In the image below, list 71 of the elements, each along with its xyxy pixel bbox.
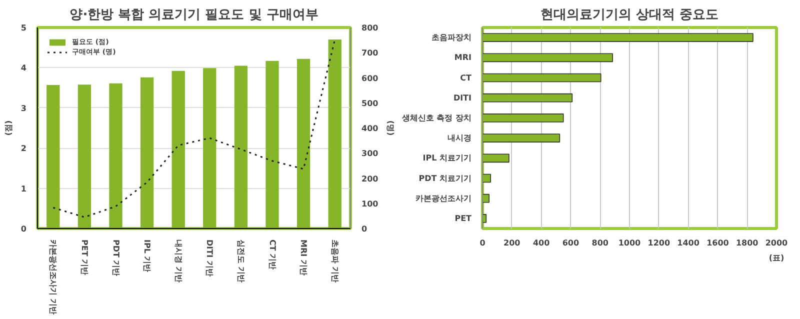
bar: [482, 73, 602, 82]
x-tick-label: 1800: [736, 238, 759, 248]
y-tick-label: 3: [20, 104, 27, 113]
x-tick-label: 초음파 기반: [330, 240, 340, 282]
x-tick-label: 카본광선조사기 기반: [48, 240, 58, 314]
x-axis-title: (표): [768, 254, 784, 262]
y2-tick-label: 200: [362, 174, 379, 184]
bar: [172, 70, 185, 228]
x-tick-label: DITI 기반: [205, 240, 214, 276]
bar: [482, 174, 491, 183]
x-tick-label: 2000: [765, 238, 788, 248]
y-tick-label: 4: [20, 64, 27, 73]
bar: [482, 154, 510, 163]
x-tick-label: 200: [504, 238, 521, 248]
x-tick-label: 0: [480, 238, 486, 248]
y-tick-label: PDT 치료기기: [418, 174, 472, 183]
y-tick-label: PET: [454, 214, 472, 223]
y-tick-label: DITI: [453, 93, 472, 102]
y-tick-label: 초음파장치: [432, 33, 472, 42]
bar: [266, 60, 279, 228]
bar: [482, 33, 754, 42]
x-tick-label: 1400: [677, 238, 700, 248]
x-tick-label: 1200: [648, 238, 670, 248]
y2-tick-label: 100: [362, 199, 379, 208]
x-tick-label: MRI 기반: [299, 240, 308, 276]
y2-tick-label: 0: [362, 224, 368, 234]
bar: [482, 194, 490, 203]
bar: [482, 134, 560, 142]
y-tick-label: IPL 치료기기: [422, 154, 472, 163]
y-tick-label: 5: [20, 24, 27, 32]
bar: [46, 84, 60, 228]
y2-tick-label: 700: [362, 48, 379, 58]
y2-tick-label: 800: [362, 24, 379, 32]
bar: [482, 53, 613, 62]
x-tick-label: 400: [532, 238, 550, 248]
x-tick-label: 1000: [618, 238, 642, 248]
bar: [109, 83, 122, 228]
x-tick-label: PDT 기반: [111, 240, 120, 276]
bar: [203, 68, 216, 228]
x-tick-label: 심전도 기반: [236, 240, 246, 282]
x-tick-label: PET 기반: [80, 240, 89, 276]
y-tick-label: 1: [20, 184, 27, 194]
chart-title: 양·한방 복합 의료기기 필요도 및 구매여부: [70, 8, 318, 22]
bar: [140, 77, 154, 228]
y2-tick-label: 400: [362, 124, 379, 133]
y-tick-label: MRI: [454, 53, 472, 62]
x-tick-label: 600: [562, 238, 580, 248]
y-tick-label: 카본광선조사기: [416, 194, 472, 203]
y2-tick-label: 300: [362, 149, 379, 158]
x-tick-label: 1600: [706, 238, 730, 248]
x-tick-label: 내시경 기반: [174, 240, 183, 282]
bar: [482, 114, 564, 122]
bar: [328, 40, 342, 228]
y2-tick-label: 500: [362, 98, 379, 108]
y2-tick-label: 600: [362, 74, 379, 83]
x-tick-label: 800: [592, 238, 609, 248]
y-tick-label: 내시경: [448, 134, 472, 143]
line-series: [52, 38, 336, 218]
bar: [234, 66, 248, 228]
y-tick-label: CT: [460, 73, 472, 82]
y-tick-label: 2: [20, 144, 27, 154]
y-tick-label: 0: [20, 224, 27, 234]
bar: [296, 58, 310, 228]
y-tick-label: 생체신호 측정 장치: [400, 113, 472, 122]
chart-title: 현대의료기기의 상대적 중요도: [540, 8, 719, 22]
bar: [78, 84, 92, 228]
x-tick-label: CT 기반: [268, 240, 277, 270]
x-tick-label: IPL 기반: [142, 240, 152, 272]
y-axis-title: (점): [4, 120, 13, 136]
y2-axis-title: (명): [386, 120, 396, 136]
bar: [482, 93, 573, 102]
